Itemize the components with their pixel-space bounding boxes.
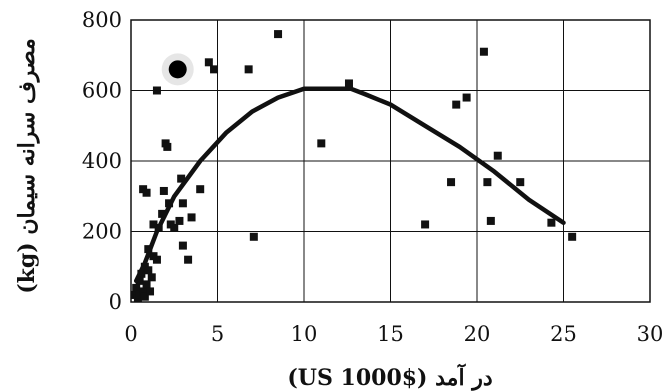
data-point [274,30,283,39]
data-point [177,174,186,183]
y-tick-labels: 0 200 400 600 800 [82,8,122,314]
data-point [152,86,161,95]
x-tick-label: 20 [464,322,491,346]
data-point [493,151,502,160]
data-point [142,188,151,197]
data-point [249,232,258,241]
data-point [142,280,151,289]
data-point [486,216,495,225]
data-point [210,65,219,74]
x-tick-label: 25 [550,322,577,346]
data-point [132,283,141,292]
x-tick-label: 15 [377,322,404,346]
data-point [483,178,492,187]
data-point [421,220,430,229]
data-point [170,223,179,232]
data-point [152,255,161,264]
highlight-marker-group [161,53,194,86]
data-point [147,273,156,282]
x-tick-label: 5 [211,322,224,346]
trend-line-group [133,86,566,284]
data-point [462,93,471,102]
y-tick-label: 200 [82,220,122,244]
data-point [184,255,193,264]
y-axis-title: مصرف سرانه سیمان (kg) [14,38,40,294]
highlight-point [168,60,187,79]
data-point [196,185,205,194]
data-point [447,178,456,187]
trend-line [133,86,566,284]
y-tick-label: 400 [82,149,122,173]
data-point [159,186,168,195]
data-point [187,213,196,222]
data-point [479,47,488,56]
x-tick-label: 0 [124,322,137,346]
data-point [244,65,253,74]
x-tick-label: 30 [637,322,664,346]
x-axis-title: در آمد ($1000 US) [287,363,492,391]
data-point [144,266,153,275]
data-point [140,292,149,301]
data-point [547,218,556,227]
data-point [163,142,172,151]
data-point [178,241,187,250]
data-point [158,209,167,218]
data-point [135,276,144,285]
y-tick-label: 600 [82,79,122,103]
data-point [568,232,577,241]
data-point [452,100,461,109]
data-point [178,199,187,208]
y-tick-label: 0 [109,290,122,314]
grid-lines [131,20,650,302]
data-point [139,287,148,296]
y-tick-label: 800 [82,8,122,32]
data-point [516,178,525,187]
data-point [204,58,213,67]
x-tick-label: 10 [291,322,318,346]
data-point [146,287,155,296]
x-tick-labels: 0 5 10 15 20 25 30 [124,322,663,346]
data-point [317,139,326,148]
data-point [344,79,353,88]
data-point [149,220,158,229]
data-point [175,216,184,225]
